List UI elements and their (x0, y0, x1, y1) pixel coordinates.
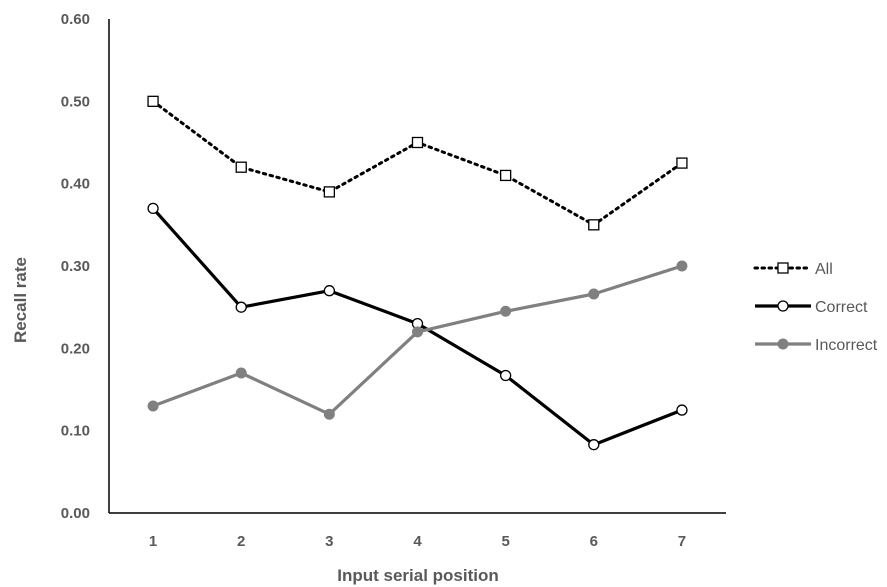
x-tick-label: 1 (149, 533, 157, 550)
data-point-all (499, 169, 512, 182)
y-tick-label: 0.00 (61, 505, 90, 522)
x-tick-labels: 1 2 3 4 5 6 7 (149, 533, 686, 550)
y-tick-labels: 0.00 0.10 0.20 0.30 0.40 0.50 0.60 (61, 11, 90, 522)
data-point-all (323, 186, 336, 198)
data-point-incorrect (147, 400, 159, 412)
x-tick-label: 4 (413, 533, 422, 550)
series-correct (147, 202, 688, 451)
data-point-correct (588, 439, 600, 451)
series-line-all (151, 99, 684, 227)
data-point-all (235, 161, 247, 173)
data-point-incorrect (588, 288, 600, 300)
legend-marker-incorrect (777, 338, 789, 350)
legend: All Correct Incorrect (753, 261, 878, 354)
x-axis-title: Input serial position (337, 566, 499, 585)
legend-label-all: All (815, 261, 833, 278)
legend-item-all: All (753, 261, 833, 278)
x-tick-label: 7 (678, 533, 686, 550)
data-point-incorrect (500, 305, 512, 317)
series-all (147, 95, 688, 231)
y-tick-label: 0.30 (61, 258, 90, 275)
data-point-all (411, 136, 424, 149)
data-point-all (588, 219, 600, 231)
data-point-incorrect (323, 408, 335, 420)
x-tick-label: 3 (325, 533, 333, 550)
y-axis-title: Recall rate (11, 257, 30, 343)
series-layer (147, 95, 688, 451)
y-tick-label: 0.40 (61, 176, 90, 193)
data-point-correct (235, 301, 247, 313)
data-point-all (676, 157, 688, 169)
data-point-incorrect (676, 260, 688, 272)
data-point-correct (499, 369, 512, 382)
x-tick-label: 2 (237, 533, 245, 550)
legend-item-incorrect: Incorrect (755, 337, 878, 354)
y-tick-label: 0.20 (61, 340, 90, 357)
legend-label-correct: Correct (815, 299, 868, 316)
legend-label-incorrect: Incorrect (815, 337, 878, 354)
y-tick-label: 0.50 (61, 93, 90, 110)
series-line-incorrect (152, 264, 683, 416)
legend-item-correct: Correct (755, 299, 868, 316)
x-tick-label: 6 (590, 533, 598, 550)
x-tick-label: 5 (501, 533, 509, 550)
series-incorrect (147, 260, 688, 420)
y-tick-label: 0.10 (61, 423, 90, 440)
data-point-correct (676, 404, 688, 416)
legend-marker-correct (777, 300, 789, 312)
data-point-incorrect (235, 367, 247, 379)
data-point-all (147, 95, 159, 107)
y-tick-label: 0.60 (61, 11, 90, 28)
data-point-incorrect (412, 326, 423, 338)
data-point-correct (323, 285, 336, 297)
data-point-correct (147, 202, 159, 215)
legend-marker-all (777, 262, 789, 274)
